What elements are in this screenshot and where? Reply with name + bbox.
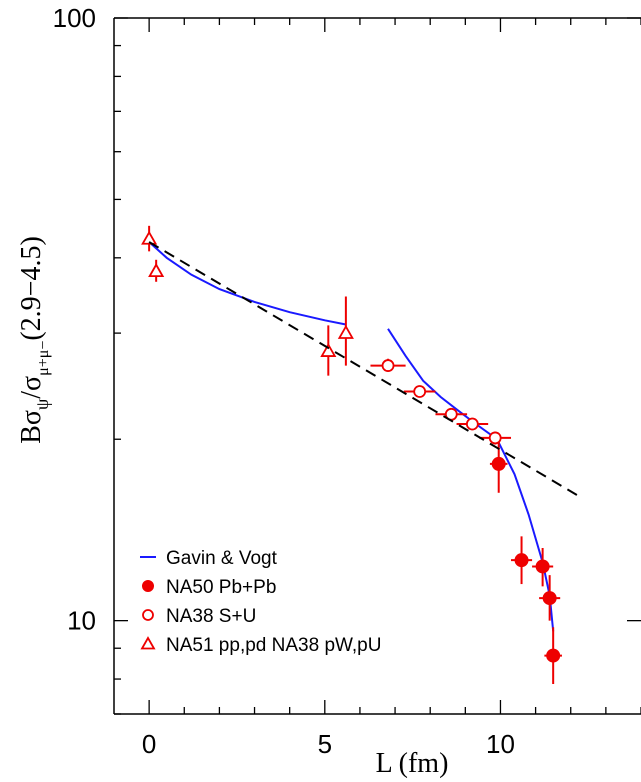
y-axis-label-sep: /σ — [16, 376, 47, 399]
y-axis-label-sub2: μ+μ− — [35, 341, 52, 376]
data-point-open-circle — [465, 417, 479, 431]
data-point-filled-circle — [535, 559, 550, 574]
model-curve-segment — [148, 241, 347, 326]
y-tick-label: 100 — [53, 3, 96, 33]
data-point-filled-circle — [514, 553, 529, 568]
legend-label: Gavin & Vogt — [166, 548, 278, 569]
plot-frame — [113, 17, 641, 715]
legend: Gavin & Vogt NA50 Pb+Pb NA38 S+U NA51 pp,pd… — [140, 548, 381, 656]
data-point-open-circle — [413, 385, 427, 398]
x-tick-label: 0 — [142, 729, 156, 759]
y-axis-label-main: Bσ — [16, 410, 47, 444]
data-point-filled-circle — [491, 456, 506, 471]
y-axis-label-sub1: ψ — [32, 398, 52, 410]
axis-tick-labels: 0 5 10 10 100 — [53, 3, 515, 759]
data-point-open-triangle — [337, 324, 354, 339]
y-axis-label: Bσψ/σμ+μ−(2.9−4.5) — [16, 236, 52, 444]
x-tick-label: 5 — [318, 729, 332, 759]
y-axis-label-tail: (2.9−4.5) — [16, 236, 47, 340]
x-axis-label: L (fm) — [376, 748, 449, 779]
legend-label: NA51 pp,pd NA38 pW,pU — [166, 635, 381, 656]
data-point-open-circle — [381, 359, 395, 372]
y-tick-label: 10 — [67, 606, 96, 636]
legend-swatch-open-circle — [142, 609, 154, 621]
legend-label: NA38 S+U — [166, 606, 256, 627]
data-point-filled-circle — [546, 648, 561, 663]
data-point-open-triangle — [320, 342, 337, 357]
x-tick-label: 10 — [486, 729, 515, 759]
legend-swatch-open-triangle — [140, 636, 156, 650]
data-point-open-triangle — [141, 230, 158, 245]
data-point-open-circle — [488, 431, 502, 445]
model-curve-segment — [387, 328, 555, 632]
legend-swatch-filled-circle — [142, 580, 154, 592]
axis-ticks — [114, 17, 641, 715]
series-layer — [141, 225, 582, 685]
legend-label: NA50 Pb+Pb — [166, 577, 276, 598]
data-point-filled-circle — [542, 591, 557, 606]
data-point-open-triangle — [148, 262, 165, 278]
dashed-fit-line — [148, 241, 582, 499]
